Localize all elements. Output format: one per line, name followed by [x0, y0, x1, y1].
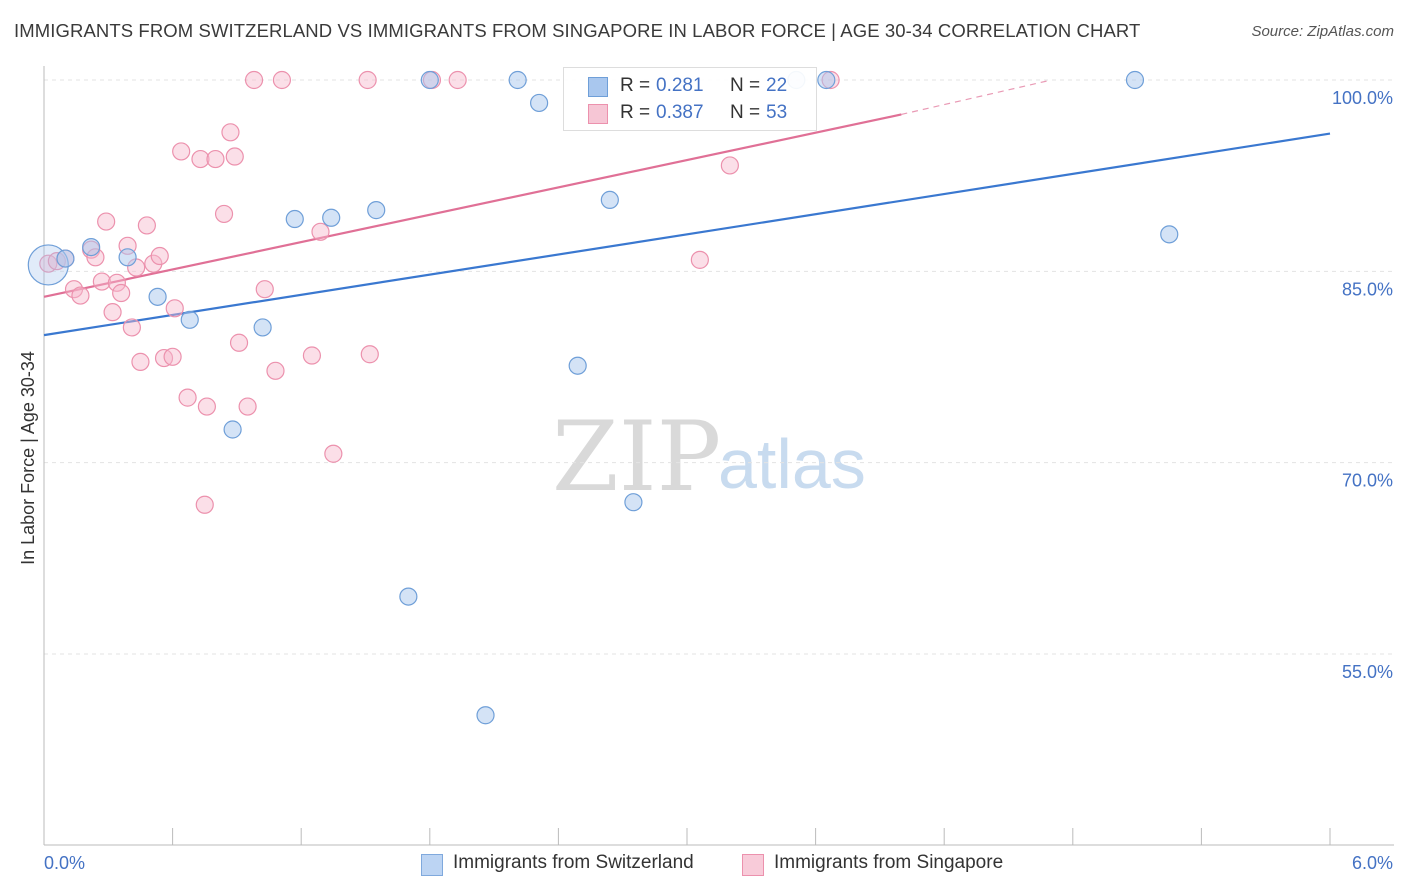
watermark: ZIP atlas: [552, 401, 866, 513]
chart-title: IMMIGRANTS FROM SWITZERLAND VS IMMIGRANT…: [14, 20, 1141, 41]
gridlines: [44, 79, 1394, 655]
singapore-point: [266, 361, 285, 380]
switzerland-point: [508, 70, 527, 90]
switzerland-point: [817, 70, 836, 90]
source-credit: Source: ZipAtlas.com: [1251, 23, 1394, 40]
switzerland-point: [148, 287, 167, 306]
singapore-point: [221, 123, 240, 142]
singapore-point: [150, 246, 169, 266]
switzerland-point: [1125, 70, 1145, 90]
singapore-point: [172, 142, 191, 161]
y-tick-label: 70.0%: [1342, 471, 1393, 491]
switzerland-point: [118, 248, 137, 267]
singapore-point: [131, 352, 150, 371]
legend-swatch-switzerland: [421, 854, 443, 876]
singapore-point: [92, 272, 111, 291]
singapore-point: [137, 216, 156, 235]
singapore-points: [39, 70, 840, 514]
singapore-point: [71, 286, 90, 305]
legend-label-switzerland: Immigrants from Switzerland: [453, 852, 694, 873]
switzerland-point: [367, 201, 386, 220]
legend-label-singapore: Immigrants from Singapore: [774, 852, 1004, 873]
trend-lines: [43, 79, 1331, 337]
watermark-atlas: atlas: [718, 425, 866, 503]
y-tick-label: 85.0%: [1342, 279, 1393, 299]
singapore-point: [178, 388, 197, 407]
y-tick-label: 55.0%: [1342, 662, 1393, 682]
singapore-point: [244, 70, 264, 90]
singapore-point: [214, 204, 234, 224]
legend-swatch-singapore: [588, 104, 608, 124]
singapore-point: [206, 149, 225, 169]
switzerland-point: [322, 208, 341, 227]
legend-r-key: R =: [620, 75, 651, 96]
singapore-trend-extension: [901, 79, 1052, 116]
singapore-point: [165, 299, 184, 318]
singapore-point: [197, 397, 216, 416]
switzerland-trend-line: [43, 132, 1331, 337]
legend-r-value: 0.387: [656, 102, 704, 123]
singapore-point: [311, 222, 330, 241]
y-tick-labels: 100.0% 85.0% 70.0% 55.0%: [1332, 88, 1393, 682]
switzerland-point: [530, 93, 549, 113]
singapore-point: [358, 70, 377, 90]
y-axis-title: In Labor Force | Age 30-34: [18, 351, 38, 565]
switzerland-point: [624, 493, 643, 512]
singapore-point: [229, 333, 249, 352]
stats-legend: R = 0.281 N = 22 R = 0.387 N = 53: [563, 67, 817, 131]
legend-r-value: 0.281: [656, 75, 704, 96]
singapore-point: [97, 212, 116, 231]
switzerland-point: [476, 706, 495, 725]
switzerland-point: [399, 587, 418, 606]
switzerland-point: [600, 190, 619, 210]
switzerland-point: [180, 310, 199, 329]
singapore-point: [360, 345, 379, 364]
singapore-point: [225, 147, 244, 166]
singapore-point: [163, 347, 182, 366]
switzerland-point: [568, 356, 587, 375]
x-tick-label: 0.0%: [44, 853, 85, 873]
singapore-point: [255, 280, 274, 299]
singapore-point: [690, 250, 709, 269]
singapore-point: [302, 346, 322, 365]
x-tick-label: 6.0%: [1352, 853, 1393, 873]
legend-swatch-singapore: [742, 854, 764, 876]
singapore-point: [272, 70, 292, 90]
switzerland-point: [82, 237, 101, 257]
switzerland-point: [56, 249, 75, 268]
legend-n-key: N =: [730, 102, 761, 123]
singapore-point: [112, 283, 131, 303]
singapore-point: [107, 273, 126, 292]
singapore-point: [103, 303, 122, 322]
legend-n-key: N =: [730, 75, 761, 96]
singapore-point: [324, 444, 343, 463]
singapore-point: [122, 318, 141, 337]
singapore-point: [191, 149, 210, 169]
y-tick-label: 100.0%: [1332, 88, 1393, 108]
singapore-trend-line: [43, 113, 902, 298]
axes: [43, 66, 1394, 846]
switzerland-point: [285, 209, 304, 229]
legend-n-value: 53: [766, 102, 788, 123]
switzerland-point: [1160, 225, 1179, 244]
singapore-point: [238, 397, 257, 416]
switzerland-points: [27, 70, 1179, 725]
legend-n-value: 22: [766, 75, 788, 96]
switzerland-point: [253, 318, 272, 337]
singapore-point: [448, 70, 467, 90]
singapore-point: [720, 156, 739, 175]
legend-swatch-switzerland: [588, 77, 608, 97]
singapore-point: [195, 495, 214, 514]
x-tick-labels: 0.0% 6.0%: [44, 853, 1393, 873]
series-legend: Immigrants from Switzerland Immigrants f…: [0, 852, 1406, 878]
switzerland-point: [420, 70, 439, 90]
switzerland-point: [223, 420, 242, 439]
legend-r-key: R =: [620, 102, 651, 123]
